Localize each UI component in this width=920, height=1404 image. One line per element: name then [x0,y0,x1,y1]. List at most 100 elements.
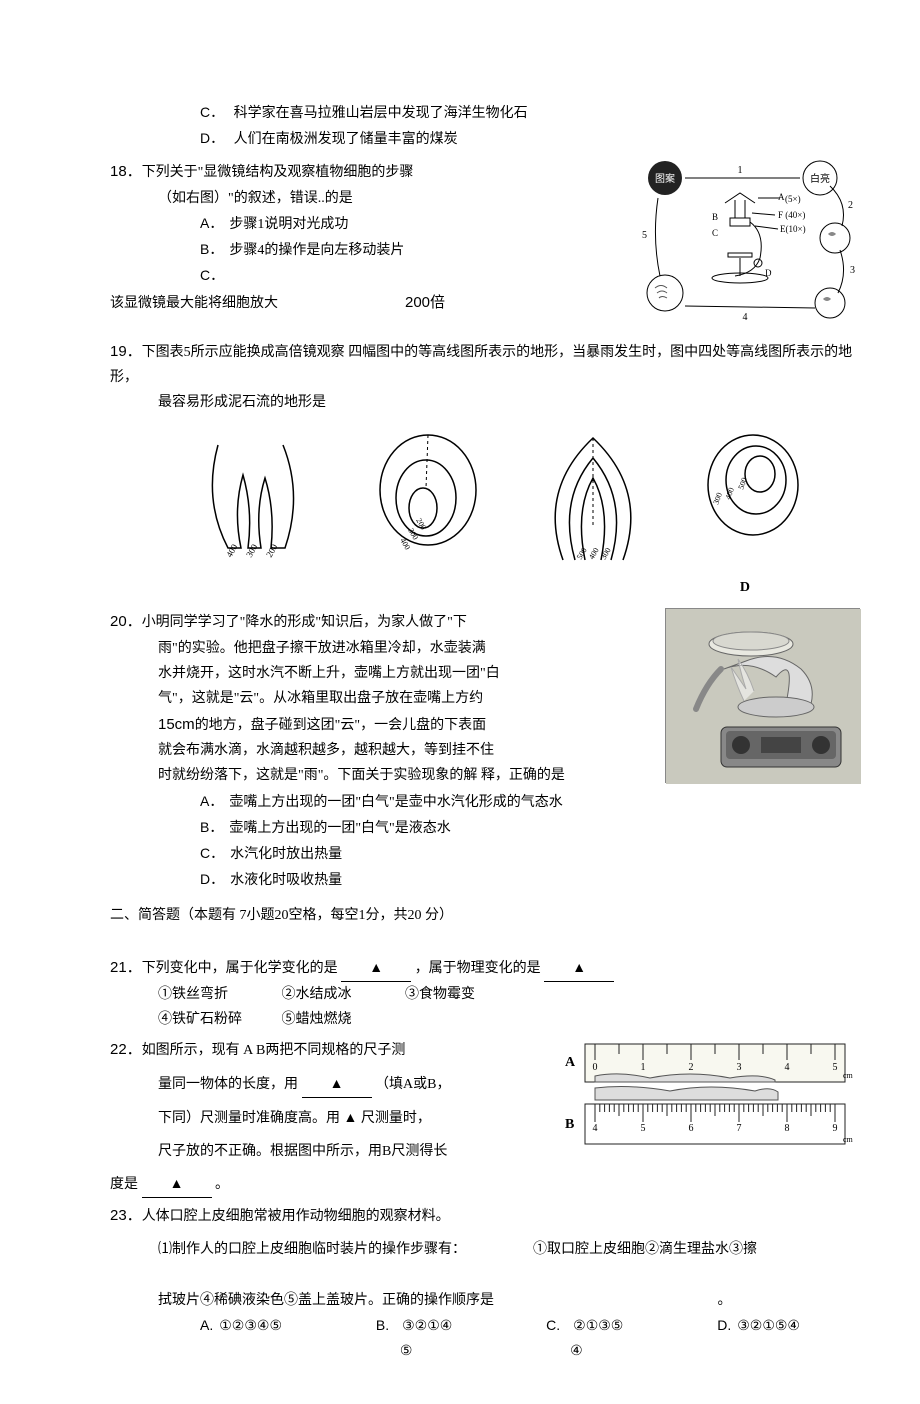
q17-option-c: C． 科学家在喜马拉雅山岩层中发现了海洋生物化石 [200,100,860,126]
svg-text:500: 500 [574,546,588,561]
q23-sub1: ⑴制作人的口腔上皮细胞临时装片的操作步骤有： ①取口腔上皮细胞②滴生理盐水③擦 [158,1237,860,1262]
q20-line-4: 15cm的地方，盘子碰到这团"云"，一会儿盘的下表面 [158,711,657,738]
svg-text:C: C [712,228,718,238]
q23-options: A.①②③④⑤ B. ③②①④ ⑤ C. ②①③⑤ ④ D.③②①⑤④ [200,1313,800,1364]
q20-line-2: 水并烧开，这时水汽不断上升，壶嘴上方就出现一团"白 [158,661,657,686]
rulers-diagram: A 0 1 2 3 4 5 cm B 4 5 [560,1036,860,1151]
q20-option-a: A．壶嘴上方出现的一团"白气"是壶中水汽化形成的气态水 [200,789,657,815]
svg-text:E(10×): E(10×) [780,224,806,234]
svg-text:D: D [765,268,772,278]
svg-text:200: 200 [264,542,280,559]
q19: 19．下图表5所示应能换成高倍镜观察 四幅图中的等高线图所表示的地形，当暴雨发生… [110,338,860,390]
svg-text:B: B [712,212,718,222]
q20: 20．小明同学学习了"降水的形成"知识后，为家人做了"下 雨"的实验。他把盘子擦… [110,608,860,893]
svg-text:3: 3 [850,265,855,276]
svg-text:400: 400 [398,537,412,552]
svg-text:0: 0 [593,1062,598,1073]
svg-text:500: 500 [736,476,749,490]
q22-figure: A 0 1 2 3 4 5 cm B 4 5 [560,1036,860,1160]
svg-text:cm: cm [843,1071,854,1080]
q21-items-row2: ④铁矿石粉碎 ⑤蜡烛燃烧 [158,1007,860,1032]
svg-text:cm: cm [843,1135,854,1144]
q23-option-b: B. ③②①④ ⑤ [376,1313,452,1364]
option-text: 科学家在喜马拉雅山岩层中发现了海洋生物化石 [234,106,528,121]
q23: 23．人体口腔上皮细胞常被用作动物细胞的观察材料。 [110,1202,860,1229]
svg-text:7: 7 [737,1123,742,1134]
svg-text:300: 300 [711,491,724,505]
svg-text:3: 3 [737,1062,742,1073]
kettle-experiment [666,609,861,784]
blank-physical: ▲ [544,956,614,982]
svg-text:4: 4 [593,1123,598,1134]
option-letter: D． [200,130,224,146]
svg-text:F (40×): F (40×) [778,210,805,220]
contour-c: 500 400 300 [533,430,653,565]
q18-option-a: A．步骤1说明对光成功 [200,211,620,237]
q17-option-d: D． 人们在南极洲发现了储量丰富的煤炭 [200,126,860,152]
question-number: 23． [110,1207,142,1224]
q20-option-d: D．水液化时吸收热量 [200,867,657,893]
q18-stem: 18．下列关于"显微镜结构及观察植物细胞的步骤 [110,158,620,185]
q20-line-1: 雨"的实验。他把盘子擦干放进冰箱里冷却，水壶装满 [158,636,657,661]
svg-text:2: 2 [689,1062,694,1073]
svg-text:A: A [778,192,785,202]
svg-text:1: 1 [641,1062,646,1073]
q21: 21．下列变化中，属于化学变化的是 ▲ ，属于物理变化的是 ▲ [110,954,860,982]
blank-ruler-choice: ▲ [302,1072,372,1098]
q20-option-b: B．壶嘴上方出现的一团"白气"是液态水 [200,815,657,841]
svg-text:400: 400 [723,486,736,500]
q18-option-c-text: 该显微镜最大能将细胞放大 200倍 [110,289,620,316]
question-number: 18． [110,163,142,180]
q22-line2: 量同一物体的长度，用 ▲ （填A或B， [158,1072,550,1098]
svg-text:B: B [565,1117,574,1132]
section-2-title: 二、简答题（本题有 7小题20空格，每空1分，共20 分） [110,903,860,928]
svg-text:(5×): (5×) [785,194,801,204]
option-letter: C． [200,104,224,120]
q19-figures: 400 300 200 200 300 400 500 400 300 300 [170,430,830,565]
svg-text:白亮: 白亮 [810,172,830,185]
svg-text:5: 5 [641,1123,646,1134]
q20-line-3: 气"，这就是"云"。从冰箱里取出盘子放在壶嘴上方约 [158,686,657,711]
svg-text:6: 6 [689,1123,694,1134]
blank-length: ▲ [142,1172,212,1198]
contour-d: 300 400 500 [698,430,808,550]
q21-items-row1: ①铁丝弯折 ②水结成冰 ③食物霉变 [158,982,860,1007]
svg-text:400: 400 [586,546,600,561]
q20-line-5: 就会布满水滴，水滴越积越多，越积越大，等到挂不住 [158,738,657,763]
svg-text:4: 4 [743,312,748,323]
svg-text:9: 9 [833,1123,838,1134]
q22-line3: 下同）尺测量时准确度高。用 ▲ 尺测量时， [158,1106,550,1131]
q19-stem-line2: 最容易形成泥石流的地形是 [158,390,860,415]
svg-text:A: A [565,1055,576,1070]
svg-text:300: 300 [244,542,260,559]
q18-stem-line2: （如右图）"的叙述，错误..的是 [158,186,620,211]
svg-text:图案: 图案 [655,172,675,185]
q18-option-b: B．步骤4的操作是向左移动装片 [200,237,620,263]
question-number: 21． [110,959,142,976]
q20-line-0: 20．小明同学学习了"降水的形成"知识后，为家人做了"下 [110,608,657,635]
svg-text:4: 4 [785,1062,790,1073]
q23-sub2: 拭玻片④稀碘液染色⑤盖上盖玻片。正确的操作顺序是 。 [158,1288,860,1313]
q22: 22．如图所示，现有 A B两把不同规格的尺子测 量同一物体的长度，用 ▲ （填… [110,1036,860,1198]
svg-text:8: 8 [785,1123,790,1134]
q18-figure: 图案 白亮 1 2 3 4 5 [630,158,860,337]
q20-figure [665,608,860,783]
svg-text:5: 5 [833,1062,838,1073]
svg-text:2: 2 [848,200,853,211]
q18: 18．下列关于"显微镜结构及观察植物细胞的步骤 （如右图）"的叙述，错误..的是… [110,158,860,337]
q18-d-line: 下图表5所示应能换成高倍镜观察 [142,345,345,360]
svg-text:1: 1 [738,165,743,176]
q22-line4: 尺子放的不正确。根据图中所示，用B尺测得长 [158,1139,550,1164]
question-number: 22． [110,1041,142,1058]
q19-label-d: D [110,575,750,600]
q22-stem: 22．如图所示，现有 A B两把不同规格的尺子测 [110,1036,550,1063]
q20-line-6: 时就纷纷落下，这就是"雨"。下面关于实验现象的解 释，正确的是 [158,763,657,788]
contour-b: 200 300 400 [368,430,488,560]
blank-chemical: ▲ [341,956,411,982]
q23-option-c: C. ②①③⑤ ④ [546,1313,623,1364]
q20-option-c: C．水汽化时放出热量 [200,841,657,867]
contour-a: 400 300 200 [193,430,323,560]
question-number: 19． [110,343,142,360]
option-text: 人们在南极洲发现了储量丰富的煤炭 [234,132,458,147]
q22-line5: 度是 ▲ 。 [110,1172,550,1198]
